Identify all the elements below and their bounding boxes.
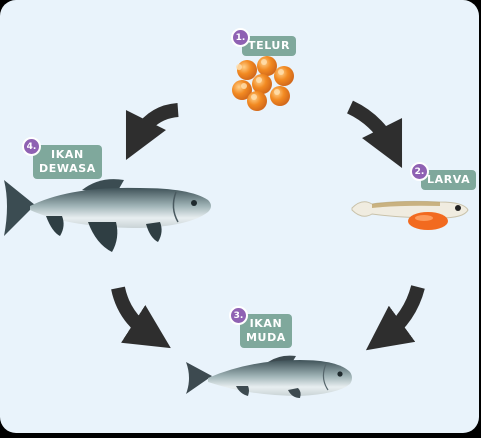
larva-icon bbox=[351, 200, 469, 230]
stage-number-badge: 4. bbox=[22, 137, 41, 156]
arrow-adult-to-egg bbox=[125, 103, 179, 161]
stage-label-ikan-dewasa: 4. IKAN DEWASA bbox=[22, 137, 102, 179]
stage-number-badge: 1. bbox=[231, 28, 250, 47]
young-fish-icon bbox=[186, 355, 352, 398]
egg-cluster-icon bbox=[232, 56, 294, 111]
arrow-egg-to-larva bbox=[346, 100, 403, 169]
adult-fish-icon bbox=[4, 179, 211, 252]
stage-number-badge: 2. bbox=[410, 162, 429, 181]
stage-tag: IKAN DEWASA bbox=[33, 145, 102, 179]
stage-number-badge: 3. bbox=[229, 306, 248, 325]
stage-label-ikan-muda: 3. IKAN MUDA bbox=[229, 306, 292, 348]
stage-tag: LARVA bbox=[421, 170, 477, 190]
stage-tag: TELUR bbox=[242, 36, 297, 56]
cycle-arrow-icon bbox=[111, 100, 425, 351]
arrow-larva-to-young bbox=[365, 285, 425, 351]
stage-label-telur: 1. TELUR bbox=[231, 28, 297, 56]
stage-tag: IKAN MUDA bbox=[240, 314, 292, 348]
stage-label-larva: 2. LARVA bbox=[410, 162, 477, 190]
arrow-young-to-adult bbox=[111, 286, 171, 349]
